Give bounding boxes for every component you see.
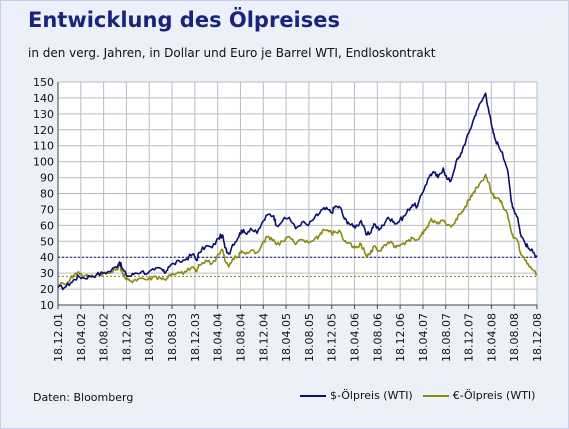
x-tick-label: 18.04.02 [75,313,88,362]
y-tick-label: 40 [40,251,54,264]
legend-label-usd: $-Ölpreis (WTI) [330,389,413,402]
x-tick-label: 18.04.08 [485,313,498,362]
y-tick-label: 90 [40,172,54,185]
x-tick-label: 18.08.06 [371,313,384,362]
x-tick-label: 18.12.02 [120,313,133,362]
y-tick-label: 70 [40,203,54,216]
x-tick-label: 18.12.03 [189,313,202,362]
y-tick-label: 10 [40,299,54,312]
page-subtitle: in den verg. Jahren, in Dollar und Euro … [28,46,436,60]
x-tick-label: 18.08.08 [508,313,521,362]
x-tick-label: 18.12.07 [463,313,476,362]
legend-label-eur: €-Ölpreis (WTI) [452,389,536,402]
y-tick-label: 100 [33,156,54,169]
chart-legend: $-Ölpreis (WTI) €-Ölpreis (WTI) [300,389,545,402]
x-tick-label: 18.04.07 [417,313,430,362]
x-tick-label: 18.08.07 [440,313,453,362]
legend-item-usd: $-Ölpreis (WTI) [300,389,413,402]
y-tick-label: 120 [33,124,54,137]
x-tick-label: 18.04.06 [349,313,362,362]
series-line-eur [57,173,538,287]
x-tick-label: 18.12.04 [257,313,270,362]
y-tick-label: 80 [40,188,54,201]
legend-line-usd [300,394,326,397]
y-tick-label: 60 [40,219,54,232]
page-title: Entwicklung des Ölpreises [28,8,340,32]
x-tick-label: 18.12.08 [531,313,544,362]
y-tick-label: 20 [40,283,54,296]
x-tick-label: 18.04.03 [143,313,156,362]
y-tick-label: 140 [33,92,54,105]
legend-item-eur: €-Ölpreis (WTI) [422,389,536,402]
series-line-usd [57,92,538,291]
y-tick-label: 50 [40,235,54,248]
y-tick-label: 30 [40,267,54,280]
x-tick-label: 18.08.04 [234,313,247,362]
data-source: Daten: Bloomberg [33,391,134,404]
y-tick-label: 130 [33,108,54,121]
x-tick-label: 18.04.04 [212,313,225,362]
x-tick-label: 18.08.05 [303,313,316,362]
x-tick-label: 18.12.06 [394,313,407,362]
x-tick-label: 18.08.02 [98,313,111,362]
x-tick-label: 18.12.01 [52,313,65,362]
x-tick-label: 18.12.05 [326,313,339,362]
x-tick-label: 18.08.03 [166,313,179,362]
x-tick-label: 18.04.05 [280,313,293,362]
legend-line-eur [422,394,449,397]
y-tick-label: 150 [33,76,54,89]
y-tick-label: 110 [33,140,54,153]
